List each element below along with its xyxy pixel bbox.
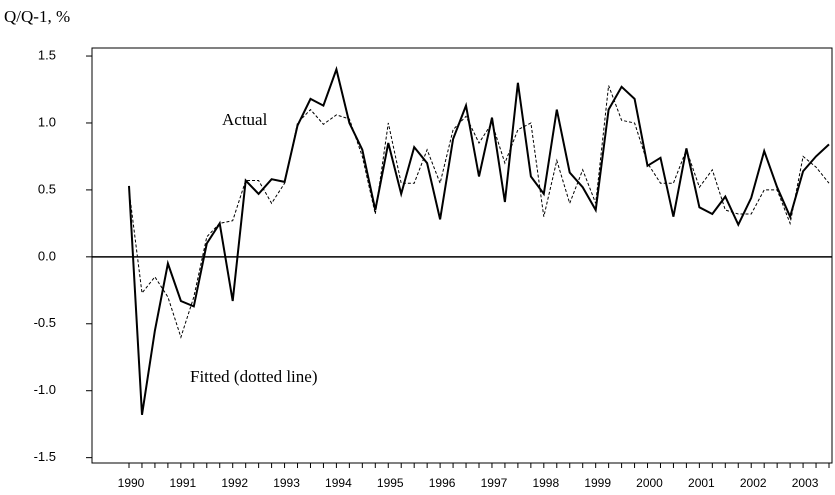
x-tick-label: 2001 xyxy=(688,476,715,490)
series-annotation: Fitted (dotted line) xyxy=(190,367,317,386)
y-tick-label: 0.5 xyxy=(38,181,56,196)
x-tick-label: 1999 xyxy=(584,476,611,490)
x-tick-label: 1994 xyxy=(325,476,352,490)
x-tick-label: 1995 xyxy=(377,476,404,490)
x-tick-label: 2002 xyxy=(740,476,767,490)
x-tick-label: 1993 xyxy=(273,476,300,490)
series-line xyxy=(128,65,830,415)
x-tick-label: 1996 xyxy=(429,476,456,490)
x-tick-label: 1997 xyxy=(481,476,508,490)
series-line xyxy=(128,85,830,339)
series-annotation: Actual xyxy=(222,110,268,129)
x-tick-label: 1992 xyxy=(221,476,248,490)
y-tick-label: -0.5 xyxy=(34,315,56,330)
y-axis-label: Q/Q-1, % xyxy=(4,7,70,26)
y-tick-label: 1.0 xyxy=(38,114,56,129)
y-tick-label: 1.5 xyxy=(38,47,56,62)
x-tick-label: 1998 xyxy=(532,476,559,490)
y-tick-label: -1.0 xyxy=(34,382,56,397)
y-tick-label: -1.5 xyxy=(34,449,56,464)
x-tick-label: 2003 xyxy=(792,476,819,490)
y-tick-label: 0.0 xyxy=(38,248,56,263)
plot-frame xyxy=(91,47,833,464)
x-tick-label: 1991 xyxy=(170,476,197,490)
x-tick-label: 1990 xyxy=(118,476,145,490)
x-tick-label: 2000 xyxy=(636,476,663,490)
